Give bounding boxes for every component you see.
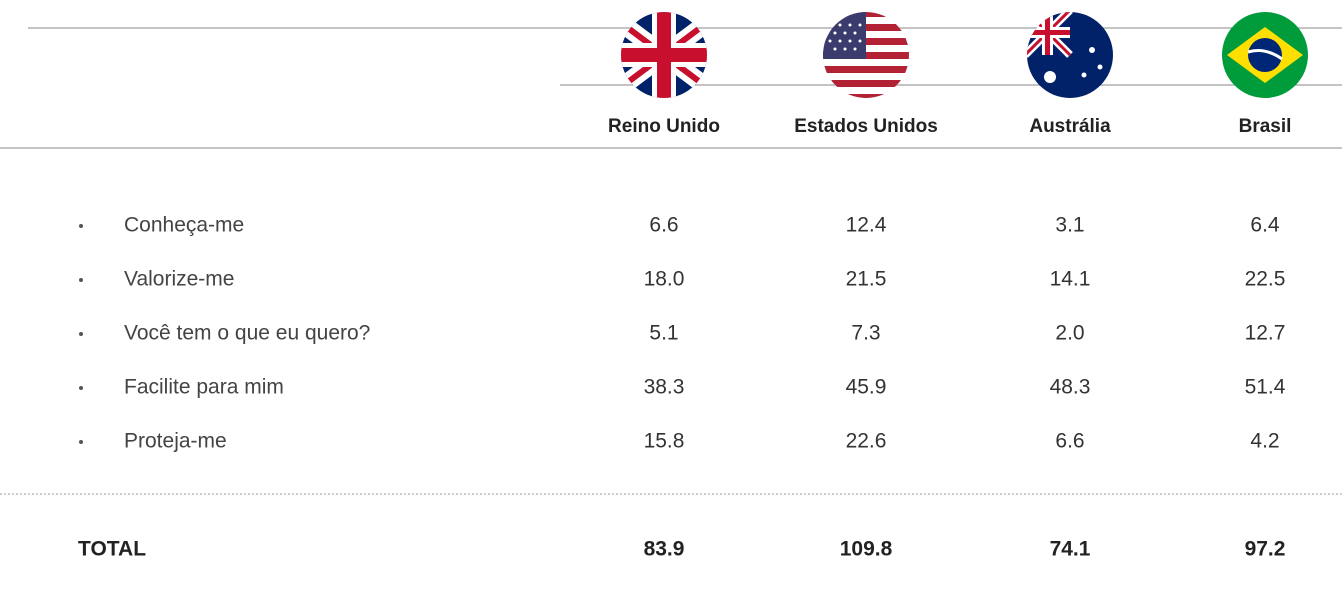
total-value: 109.8 [840, 538, 893, 561]
bullet [79, 332, 83, 336]
cell-value: 22.6 [846, 430, 887, 453]
cell-value: 48.3 [1050, 376, 1091, 399]
row-label: Você tem o que eu quero? [124, 322, 370, 345]
cell-value: 22.5 [1245, 268, 1286, 291]
cell-value: 51.4 [1245, 376, 1286, 399]
cell-value: 18.0 [644, 268, 685, 291]
cell-value: 5.1 [649, 322, 678, 345]
cell-value: 14.1 [1050, 268, 1091, 291]
cell-value: 4.2 [1250, 430, 1279, 453]
row-label: Facilite para mim [124, 376, 284, 399]
cell-value: 21.5 [846, 268, 887, 291]
cell-value: 38.3 [644, 376, 685, 399]
cell-value: 3.1 [1055, 214, 1084, 237]
bullet [79, 224, 83, 228]
cell-value: 2.0 [1055, 322, 1084, 345]
column-header: Reino Unido [608, 116, 720, 137]
column-header: Estados Unidos [794, 116, 938, 137]
column-header: Brasil [1239, 116, 1292, 137]
cell-value: 7.3 [851, 322, 880, 345]
column-header: Austrália [1029, 116, 1111, 137]
flag-australia [1027, 12, 1113, 98]
total-value: 74.1 [1050, 538, 1091, 561]
row-label: Conheça-me [124, 214, 244, 237]
flag-us [823, 12, 909, 98]
cell-value: 6.6 [1055, 430, 1084, 453]
flag-brazil [1222, 12, 1308, 98]
cell-value: 15.8 [644, 430, 685, 453]
bullet [79, 386, 83, 390]
total-value: 97.2 [1245, 538, 1286, 561]
row-label: Proteja-me [124, 430, 227, 453]
row-label: Valorize-me [124, 268, 234, 291]
cell-value: 6.4 [1250, 214, 1280, 237]
cell-value: 12.7 [1245, 322, 1286, 345]
cell-value: 12.4 [846, 214, 887, 237]
bullet [79, 440, 83, 444]
cell-value: 45.9 [846, 376, 887, 399]
bullet [79, 278, 83, 282]
flag-uk [621, 12, 707, 98]
total-value: 83.9 [644, 538, 685, 561]
total-label: TOTAL [78, 538, 146, 561]
cell-value: 6.6 [649, 214, 678, 237]
